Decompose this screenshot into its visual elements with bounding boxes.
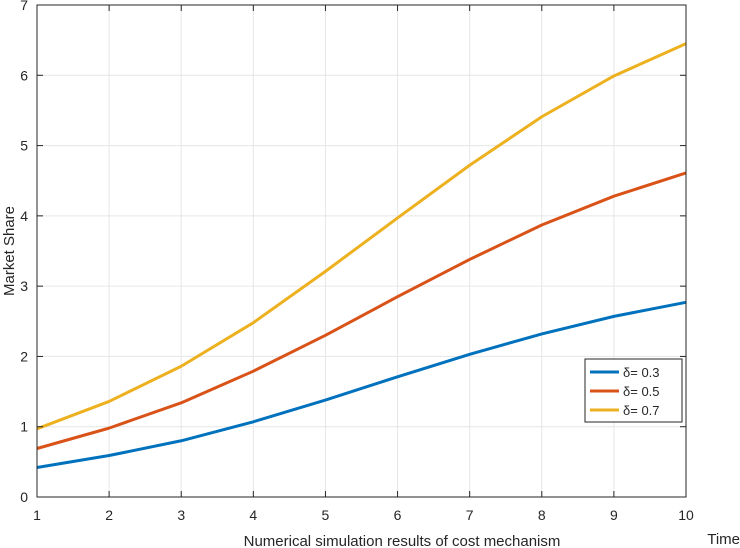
y-tick-label: 3	[20, 278, 28, 294]
y-tick-label: 0	[20, 489, 28, 505]
y-tick-label: 4	[20, 208, 28, 224]
y-tick-label: 7	[20, 0, 28, 13]
legend: δ= 0.3 δ= 0.5 δ= 0.7	[584, 358, 683, 423]
x-axis-label: Time	[707, 531, 740, 548]
x-tick-label: 10	[678, 507, 694, 523]
x-tick-label: 6	[394, 507, 402, 523]
legend-label: δ= 0.7	[623, 403, 660, 418]
x-tick-label: 8	[538, 507, 546, 523]
series-line	[36, 300, 687, 469]
y-tick-label: 2	[20, 348, 28, 364]
x-tick-label: 7	[466, 507, 474, 523]
y-tick-label: 5	[20, 138, 28, 154]
series-layer	[36, 42, 687, 469]
x-tick-label: 2	[105, 507, 113, 523]
y-tick-label: 6	[20, 67, 28, 83]
series-line	[36, 171, 687, 450]
chart-caption: Numerical simulation results of cost mec…	[244, 533, 561, 548]
legend-label: δ= 0.3	[623, 365, 660, 380]
x-tick-label: 3	[177, 507, 185, 523]
axes-box	[36, 4, 687, 498]
x-tick-label: 1	[33, 507, 41, 523]
x-tick-label: 5	[322, 507, 330, 523]
x-tick-label: 4	[249, 507, 257, 523]
legend-label: δ= 0.5	[623, 384, 660, 399]
series-line	[36, 42, 687, 431]
grid	[36, 4, 687, 498]
x-tick-label: 9	[610, 507, 618, 523]
y-tick-label: 1	[20, 419, 28, 435]
y-axis-label: Market Share	[1, 206, 18, 296]
